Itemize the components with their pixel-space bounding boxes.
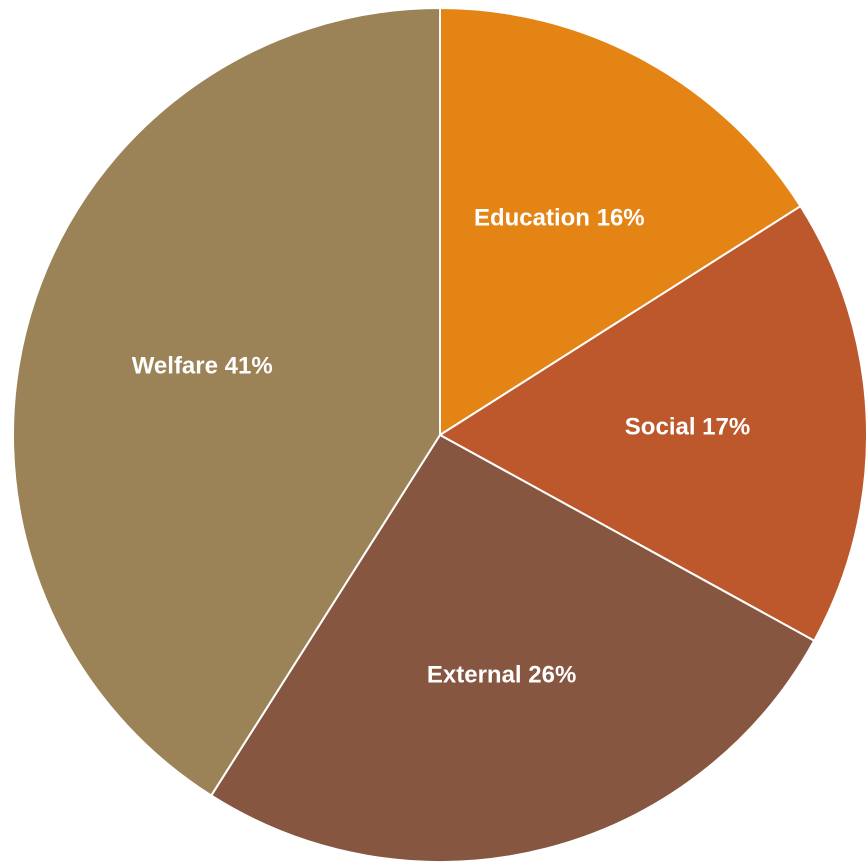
pie-label-social: Social 17% [625, 414, 750, 441]
pie-slice-welfare [11, 7, 441, 797]
pie-slice-social [439, 205, 866, 642]
pie-labels: Education 16% Social 17% External 26% Welfa… [132, 205, 750, 689]
pie-slice-external [210, 434, 816, 862]
pie-slice-education [439, 7, 802, 436]
pie-label-education: Education 16% [474, 205, 645, 232]
pie-label-external: External 26% [427, 661, 576, 688]
pie-label-welfare: Welfare 41% [132, 352, 273, 379]
pie-slices [11, 7, 866, 862]
